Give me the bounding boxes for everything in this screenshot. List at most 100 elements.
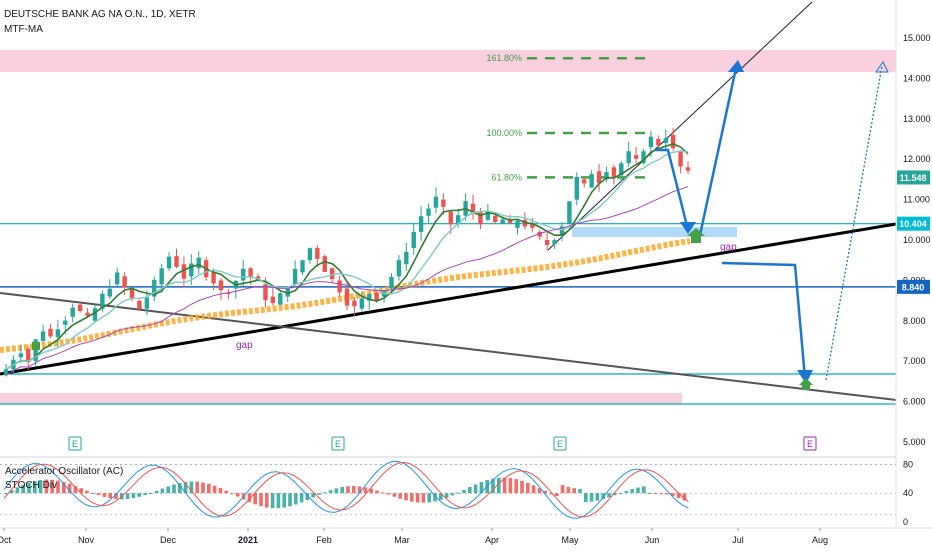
candle-body (241, 268, 246, 281)
oscillator-bar (473, 484, 478, 494)
candle-body (55, 329, 61, 337)
oscillator-bar (462, 489, 466, 494)
candles (3, 127, 691, 377)
candle-body (544, 240, 550, 245)
oscillator-bar (305, 493, 310, 500)
oscillator-bar (85, 490, 89, 494)
forecast-arrow-up (698, 67, 738, 236)
oscillator-bar (636, 487, 640, 494)
oscillator-bar (386, 493, 391, 495)
candle-body (26, 349, 31, 363)
oscillator-bar (172, 484, 176, 494)
oscillator-bar (584, 493, 588, 503)
candle-body (626, 151, 631, 164)
ma-line-fast (5, 143, 689, 371)
candle-body (329, 268, 335, 280)
candle-body (129, 288, 135, 300)
earnings-icon (553, 436, 567, 451)
candle-body (485, 210, 491, 220)
candle-body (685, 167, 691, 171)
fib-label: 100.00% (486, 128, 522, 138)
oscillator-bar (253, 493, 257, 505)
oscillator-bar (543, 490, 547, 494)
candle-body (367, 293, 372, 301)
oscillator-bar (9, 490, 14, 494)
oscillator-bar (114, 493, 118, 500)
oscillator-bar (282, 493, 286, 508)
candle-body (174, 256, 179, 267)
earnings-label: E (72, 439, 78, 449)
oscillator-bar (398, 493, 402, 499)
candle-body (211, 272, 216, 284)
time-tick-label: Jul (732, 535, 744, 545)
oscillator-bar (514, 479, 518, 494)
oscillator-bar (79, 488, 83, 494)
gap-zone (572, 227, 737, 237)
time-tick-label: Jun (645, 535, 660, 545)
oscillator-bar (421, 493, 426, 503)
time-tick-label: 2021 (238, 535, 258, 545)
oscillator-bar (224, 490, 228, 494)
trend-line-rising (0, 222, 897, 376)
forecast-arrowhead-second (797, 370, 813, 384)
stoch-k-line (3, 460, 689, 519)
candle-body (611, 167, 617, 177)
oscillator-bar (334, 488, 339, 494)
oscillator-bar (444, 493, 449, 498)
oscillator-bar (526, 482, 530, 494)
candle-body (441, 199, 446, 207)
oscillator-bar (328, 490, 333, 494)
oscillator-bar (189, 481, 194, 494)
candle-body (300, 260, 305, 273)
oscillator-bar (653, 492, 658, 494)
time-tick-label: Nov (78, 535, 95, 545)
candle-body (292, 268, 298, 285)
earnings-icon (331, 436, 345, 451)
oscillator-bar (363, 487, 368, 494)
candle-body (322, 256, 327, 272)
candle-body (433, 196, 439, 208)
panel-tick-label: 0 (903, 517, 908, 527)
oscillator-bar (265, 493, 269, 508)
candle-body (92, 308, 98, 321)
candle-body (315, 248, 320, 259)
candle-body (278, 293, 283, 305)
oscillator-bar (630, 489, 634, 494)
candle-body (374, 292, 379, 301)
fib-label: 61.80% (491, 172, 522, 182)
price-badge-label: 8.840 (902, 282, 925, 292)
candle-body (567, 201, 572, 224)
forecast-arrow-second-down (721, 261, 807, 379)
oscillator-bar (44, 479, 49, 494)
oscillator-bar (33, 481, 37, 494)
oscillator-panel: Accelerator Oscillator (AC) STOCH Div 80 40… (0, 456, 913, 527)
candle-body (100, 293, 105, 309)
oscillator-bar (38, 480, 43, 494)
oscillator-bar (27, 482, 31, 494)
oscillator-bar (346, 486, 350, 494)
candle-body (552, 240, 557, 245)
oscillator-bar (502, 477, 507, 494)
price-badge-label: 10.404 (899, 219, 927, 229)
oscillator-bar (479, 482, 484, 494)
candle-body (181, 264, 187, 279)
oscillator-bar (183, 482, 188, 494)
price-tick-label: 15.000 (903, 33, 931, 43)
candle-body (226, 292, 231, 295)
candle-body (515, 220, 520, 228)
candle-body (77, 304, 83, 311)
oscillator-bar (154, 490, 159, 494)
oscillator-bar (497, 477, 501, 494)
oscillator-bar (259, 493, 263, 507)
oscillator-bar (357, 486, 362, 494)
buy-marker (687, 228, 705, 243)
oscillator-bar (288, 493, 292, 507)
oscillator-bar (108, 493, 112, 499)
oscillator-bar (665, 493, 669, 495)
candle-body (582, 179, 587, 184)
oscillator-bar (352, 486, 356, 494)
price-tick-label: 13.000 (903, 114, 931, 124)
ma-line-slow (5, 186, 689, 376)
